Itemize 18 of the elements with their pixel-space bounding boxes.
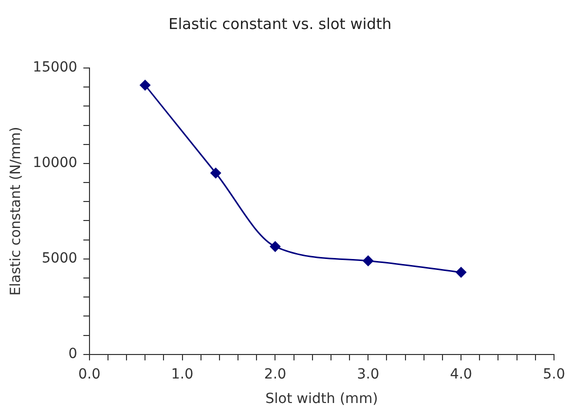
chart-title: Elastic constant vs. slot width [168, 14, 392, 33]
y-tick-label: 15000 [32, 60, 78, 76]
y-tick-label: 0 [68, 346, 78, 362]
x-axis-title: Slot width (mm) [265, 391, 378, 408]
x-tick-label: 3.0 [357, 366, 380, 382]
y-tick-label: 5000 [42, 250, 78, 267]
x-tick-label: 1.0 [171, 366, 194, 382]
point [140, 80, 150, 90]
x-tick-label: 5.0 [542, 366, 566, 382]
y-axis-title: Elastic constant (N/mm) [8, 126, 24, 296]
point [362, 256, 374, 266]
x-tick-label: 4.0 [450, 366, 472, 382]
point [456, 267, 466, 278]
x-tick-label: 2.0 [264, 366, 286, 382]
y-tick-label: 10000 [32, 155, 78, 172]
point [270, 241, 280, 252]
x-tick-label: 0.0 [78, 366, 100, 382]
point [210, 168, 221, 178]
